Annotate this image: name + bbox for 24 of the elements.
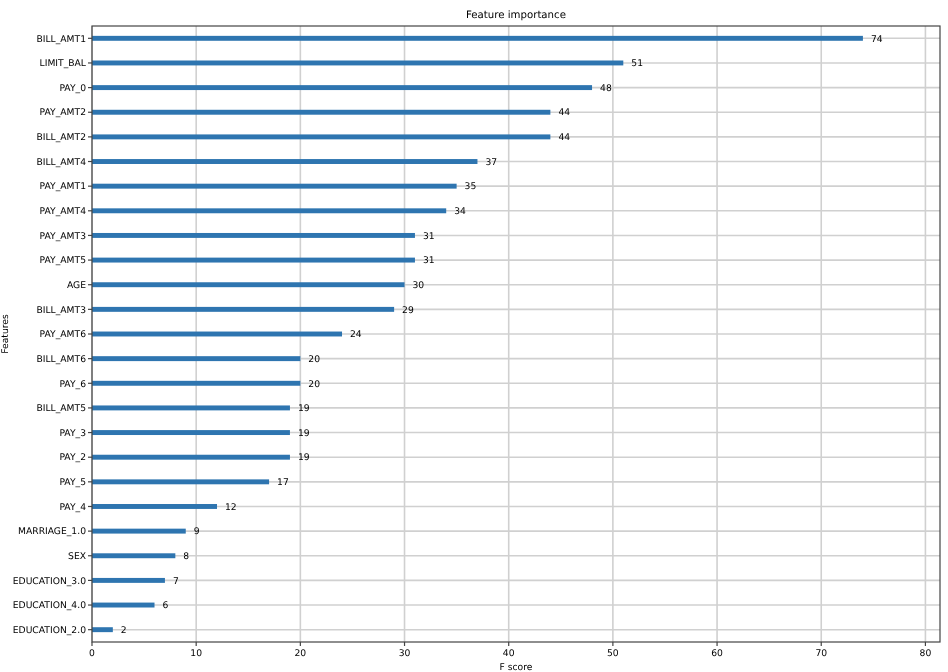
bar (92, 528, 186, 534)
bar (92, 282, 405, 288)
bar (92, 430, 290, 436)
bar (92, 627, 113, 633)
bar (92, 553, 176, 559)
bar (92, 602, 155, 608)
bar (92, 183, 457, 189)
bar (92, 504, 218, 509)
bar (92, 577, 165, 583)
bar (92, 405, 290, 411)
bar (92, 232, 415, 238)
bar (92, 257, 415, 263)
bar (92, 85, 593, 91)
bar (92, 109, 551, 115)
bar (92, 380, 301, 386)
bar (92, 479, 270, 485)
bar (92, 60, 624, 66)
bar (92, 306, 395, 312)
bar (92, 454, 290, 460)
bar (92, 356, 301, 362)
bar (92, 159, 478, 164)
bar (92, 35, 863, 41)
bar (92, 208, 447, 214)
bar (92, 134, 551, 140)
